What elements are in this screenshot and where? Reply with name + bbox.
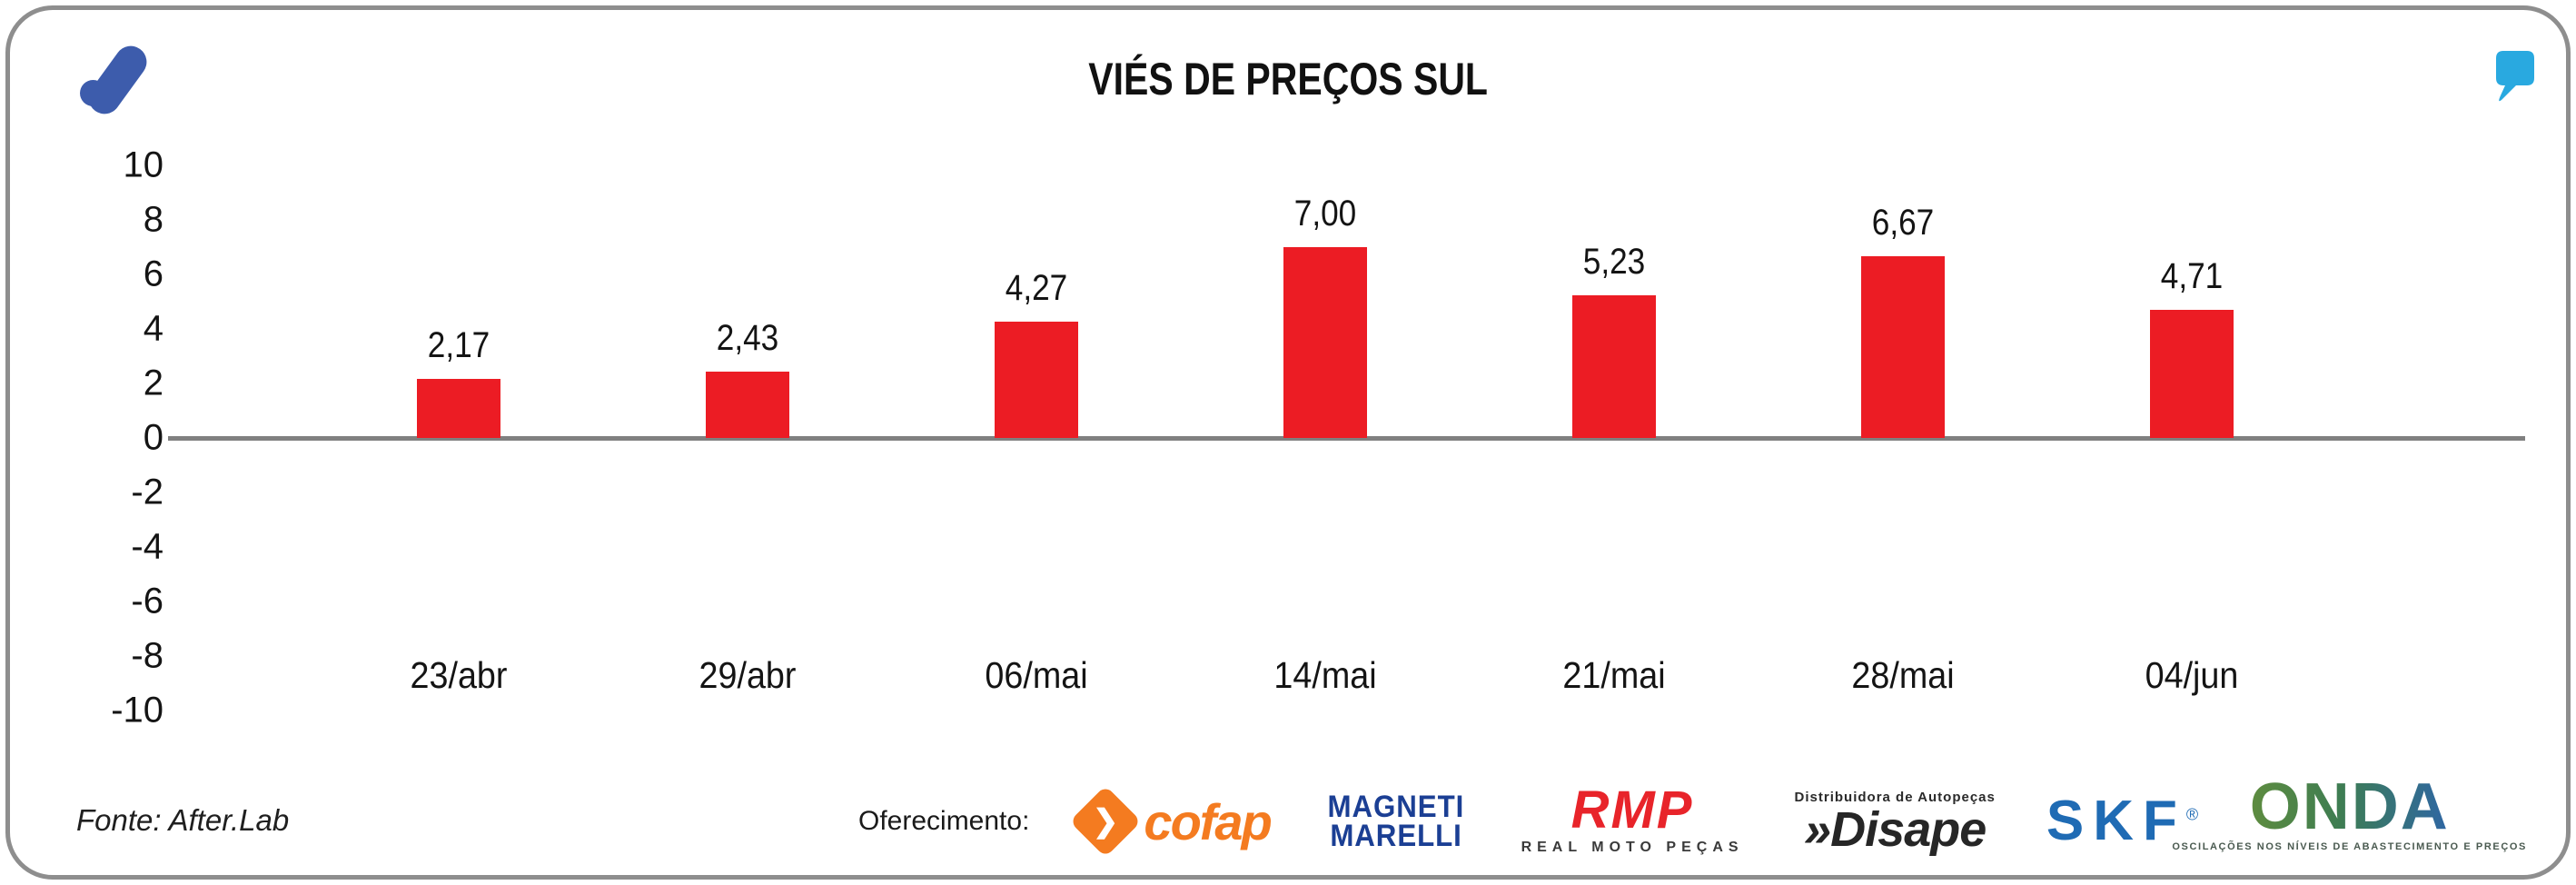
y-tick-label: -4 — [131, 526, 163, 567]
x-axis-label: 14/mai — [1273, 654, 1377, 696]
y-tick-label: 10 — [123, 144, 164, 185]
y-tick-label: -2 — [131, 472, 163, 512]
bar — [2150, 310, 2234, 438]
y-tick-label: 2 — [143, 363, 163, 403]
rmp-wordmark: RMP — [1570, 780, 1694, 840]
y-tick-label: 8 — [143, 199, 163, 240]
y-axis: 10 8 6 4 2 0 -2 -4 -6 -8 -10 — [54, 145, 163, 731]
disape-subtext: Distribuidora de Autopeças — [1794, 789, 1996, 805]
rmp-logo: RMP REAL MOTO PEÇAS — [1521, 780, 1744, 856]
plot-area: 2,17 23/abr 2,43 29/abr 4,27 06/mai 7,00 14/mai… — [168, 165, 2525, 711]
disape-logo: Distribuidora de Autopeças »Disape — [1795, 790, 1996, 854]
y-tick-label: -8 — [131, 635, 163, 676]
x-axis-label: 21/mai — [1562, 654, 1666, 696]
skf-wordmark: SKF — [2046, 790, 2186, 852]
rmp-subtext: REAL MOTO PEÇAS — [1521, 840, 1744, 856]
onda-tagline: OSCILAÇÕES NOS NÍVEIS DE ABASTECIMENTO E… — [2172, 841, 2527, 852]
sponsor-row: Oferecimento: ❯ cofap MAGNETI MARELLI RM… — [858, 774, 2198, 869]
skf-registered-mark: ® — [2185, 805, 2199, 824]
x-axis-label: 04/jun — [2145, 654, 2239, 696]
page-title: VIÉS DE PREÇOS SUL — [1088, 54, 1488, 104]
disape-wordmark: »Disape — [1804, 801, 1986, 857]
magneti-line2: MARELLI — [1329, 819, 1462, 853]
bar-value-label: 4,27 — [1005, 268, 1068, 308]
x-axis-label: 29/abr — [698, 654, 797, 696]
x-axis-label: 28/mai — [1851, 654, 1955, 696]
onda-logo: ONDA OSCILAÇÕES NOS NÍVEIS DE ABASTECIME… — [2172, 774, 2527, 852]
y-tick-label: -6 — [131, 581, 163, 621]
skf-logo: SKF® — [2046, 793, 2198, 850]
cofap-diamond-icon: ❯ — [1069, 785, 1143, 858]
magneti-line1: MAGNETI — [1327, 789, 1465, 824]
x-axis-label: 23/abr — [410, 654, 508, 696]
y-tick-label: -10 — [111, 690, 163, 731]
bar-value-label: 5,23 — [1582, 242, 1646, 282]
bar-value-label: 6,67 — [1871, 203, 1935, 243]
cofap-chevron-icon: ❯ — [1093, 804, 1119, 839]
sponsor-label: Oferecimento: — [858, 806, 1030, 836]
bar-value-label: 7,00 — [1293, 194, 1357, 234]
bar — [417, 379, 500, 438]
quote-icon — [2494, 51, 2534, 104]
bar — [1283, 247, 1367, 438]
bar — [995, 322, 1078, 438]
zero-axis-line — [168, 436, 2525, 441]
bar — [706, 372, 789, 438]
bar-value-label: 2,43 — [716, 318, 779, 358]
bar-value-label: 2,17 — [427, 325, 490, 365]
source-note: Fonte: After.Lab — [76, 803, 290, 837]
bar-value-label: 4,71 — [2160, 256, 2224, 296]
y-tick-label: 0 — [143, 417, 163, 458]
bar — [1861, 256, 1945, 438]
cofap-wordmark: cofap — [1144, 792, 1272, 850]
x-axis-label: 06/mai — [985, 654, 1088, 696]
after-lab-logo — [78, 38, 178, 129]
chart-card — [5, 5, 2571, 880]
onda-wordmark: ONDA — [2249, 771, 2450, 843]
bar — [1572, 295, 1656, 438]
y-tick-label: 6 — [143, 254, 163, 294]
y-tick-label: 4 — [143, 308, 163, 349]
cofap-logo: ❯ cofap — [1069, 785, 1273, 858]
magneti-marelli-logo: MAGNETI MARELLI — [1322, 789, 1471, 853]
